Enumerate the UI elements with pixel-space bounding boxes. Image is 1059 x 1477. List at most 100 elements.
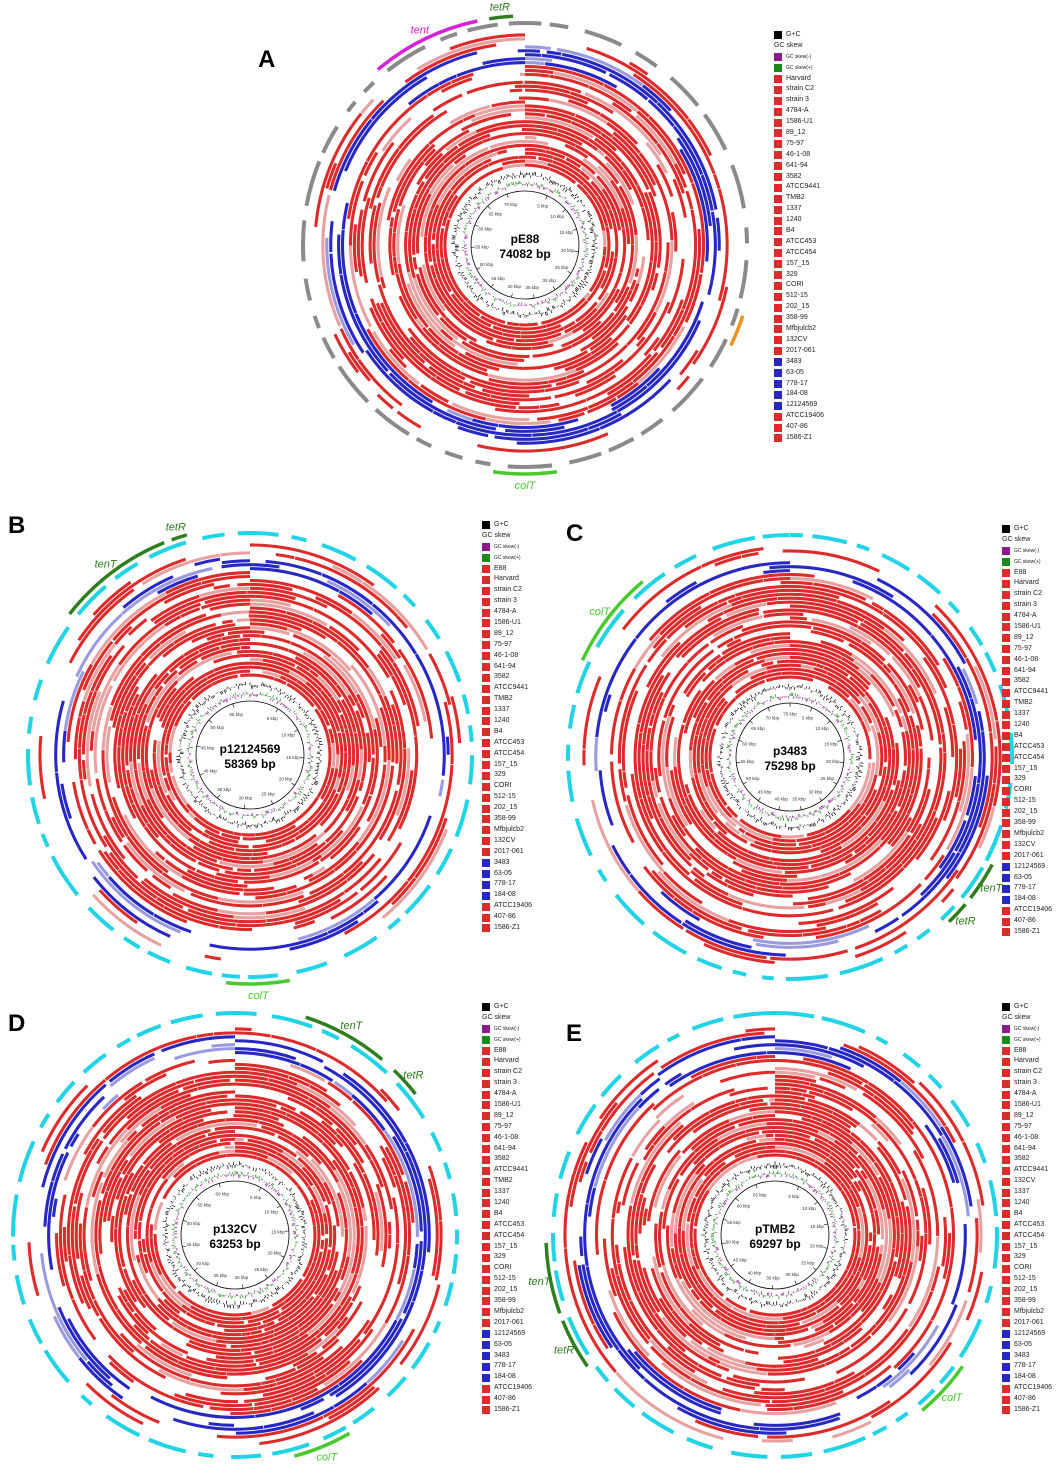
gc-content-mark (278, 818, 281, 823)
gc-skew-mark (209, 706, 212, 709)
track-segment (285, 678, 323, 711)
gc-skew-mark (576, 274, 579, 276)
track-segment (850, 1278, 879, 1318)
gc-skew-mark (772, 812, 774, 816)
track-segment (668, 704, 676, 717)
gc-skew-mark (547, 301, 549, 305)
track-segment (324, 1204, 333, 1248)
track-segment (443, 219, 451, 272)
track-segment (763, 612, 791, 618)
track-segment (319, 709, 330, 727)
track-segment (214, 875, 238, 884)
track-segment (789, 640, 855, 663)
track-segment (258, 1336, 318, 1366)
tick-label: 40 kbp (196, 1261, 210, 1266)
track-segment (234, 1051, 301, 1066)
track-segment (230, 1408, 272, 1415)
track-segment (234, 1125, 276, 1137)
track-segment (380, 633, 402, 659)
track-segment (736, 1058, 776, 1067)
track-segment (358, 781, 364, 792)
track-segment (415, 273, 440, 317)
track-segment (221, 559, 251, 565)
track-segment (705, 769, 711, 781)
track-segment (371, 603, 418, 655)
track-segment (336, 640, 381, 695)
contig-segment (732, 969, 747, 977)
track-segment (321, 194, 342, 327)
track-segment (707, 211, 717, 296)
track-segment (871, 601, 885, 611)
track-segment (721, 697, 737, 715)
track-segment (789, 565, 894, 599)
gc-skew-mark (248, 1292, 250, 1295)
track-segment (407, 272, 442, 331)
track-segment (160, 729, 168, 776)
track-segment (137, 713, 148, 760)
track-segment (524, 116, 594, 139)
track-segment (156, 680, 179, 710)
gc-content-mark (264, 1172, 267, 1175)
track-segment (416, 152, 444, 186)
track-segment (436, 186, 450, 206)
track-segment (690, 1248, 696, 1257)
track-segment (286, 682, 315, 708)
track-segment (665, 580, 698, 604)
gc-skew-mark (195, 1183, 199, 1187)
track-segment (702, 706, 720, 738)
track-segment (216, 1415, 324, 1439)
track-segment (461, 340, 525, 362)
track-segment (756, 1352, 840, 1372)
track-segment (116, 1308, 179, 1364)
gc-skew-mark (192, 726, 196, 729)
track-segment (243, 860, 320, 884)
track-segment (143, 1293, 170, 1321)
gc-skew-mark (282, 1269, 285, 1272)
gc-content-mark (465, 205, 467, 207)
gc-content-mark (197, 1291, 200, 1295)
tick-mark (258, 1187, 262, 1192)
gc-content-mark (179, 739, 182, 741)
track-segment (438, 343, 488, 373)
track-segment (336, 1181, 352, 1257)
track-1586-u1 (149, 653, 352, 857)
track-segment (789, 584, 884, 616)
track-segment (977, 710, 985, 732)
track-segment (411, 1270, 424, 1302)
gc-content-mark (184, 730, 188, 732)
gc-skew-mark (217, 1176, 219, 1179)
track-mfbjulcb2 (608, 1058, 952, 1412)
gc-skew-mark (284, 802, 287, 805)
track-segment (646, 641, 681, 688)
gc-skew-mark (580, 269, 584, 272)
track-segment (824, 802, 861, 835)
track-segment (346, 160, 369, 220)
gc-skew-mark (204, 1177, 208, 1182)
track-segment (819, 1077, 846, 1090)
gc-content-mark (743, 700, 746, 704)
gc-content-mark (270, 1291, 273, 1295)
track-segment (693, 1228, 708, 1278)
gene-arc (492, 470, 558, 476)
gc-skew-mark (826, 805, 829, 808)
gc-skew-mark (211, 1178, 214, 1183)
track-segment (211, 1329, 275, 1341)
track-segment (141, 553, 221, 586)
track-segment (588, 255, 606, 293)
track-segment (375, 302, 437, 378)
contig-segment (346, 100, 357, 113)
track-segment (379, 1145, 397, 1176)
track-segment (442, 133, 491, 164)
gc-content-mark (573, 294, 577, 298)
contig-segment (669, 76, 700, 107)
track-segment (908, 715, 916, 728)
track-segment (576, 183, 589, 196)
track-segment (582, 676, 602, 749)
track-segment (396, 410, 422, 429)
gc-content-mark (182, 737, 187, 739)
gc-skew-mark (570, 281, 574, 284)
gc-skew-mark (207, 797, 210, 800)
tick-label: 35 kbp (526, 285, 540, 290)
gc-skew-mark (208, 1290, 211, 1294)
tick-label: 60 kbp (216, 1192, 230, 1197)
